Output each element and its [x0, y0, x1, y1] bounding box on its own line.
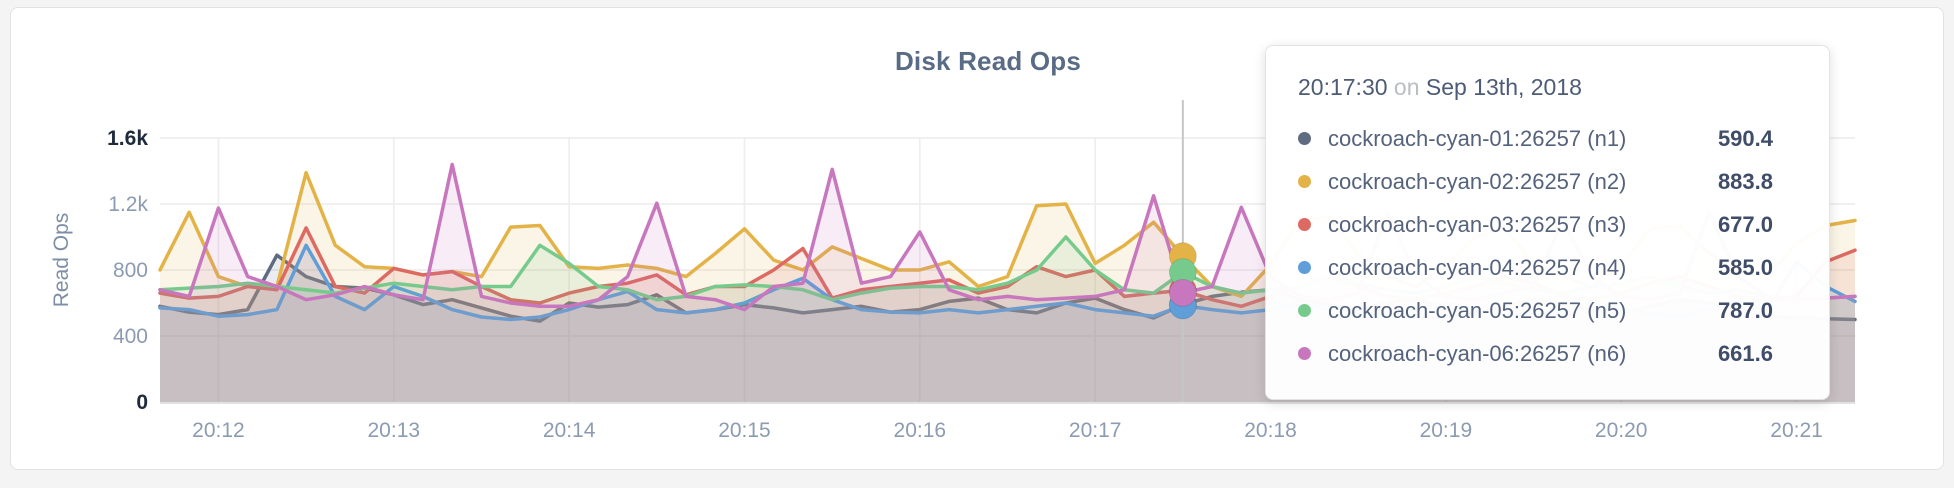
x-tick-label: 20:20 [1595, 419, 1648, 442]
chart-title: Disk Read Ops [894, 46, 1082, 76]
series-color-dot-icon [1298, 347, 1311, 360]
series-value: 590.4 [1717, 125, 1773, 151]
tooltip-date: Sep 13th, 2018 [1425, 74, 1582, 100]
series-value: 661.6 [1717, 340, 1773, 366]
x-tick-label: 20:19 [1420, 419, 1473, 442]
series-color-dot-icon [1298, 304, 1311, 317]
x-tick-label: 20:18 [1244, 419, 1297, 442]
series-name: cockroach-cyan-06:26257 (n6) [1328, 340, 1627, 366]
series-value: 883.8 [1717, 168, 1773, 194]
x-tick-label: 20:17 [1069, 419, 1122, 442]
y-tick-label: 400 [113, 325, 148, 348]
tooltip-row: cockroach-cyan-04:26257 (n4) 585.0 [1298, 246, 1797, 289]
series-color-dot-icon [1298, 218, 1311, 231]
series-color-dot-icon [1298, 261, 1311, 274]
series-value: 677.0 [1717, 211, 1773, 237]
series-name: cockroach-cyan-03:26257 (n3) [1328, 211, 1627, 237]
series-name: cockroach-cyan-02:26257 (n2) [1328, 168, 1627, 194]
tooltip-time: 20:17:30 [1298, 74, 1388, 100]
series-name: cockroach-cyan-04:26257 (n4) [1328, 254, 1627, 280]
tooltip-row: cockroach-cyan-02:26257 (n2) 883.8 [1298, 160, 1797, 203]
y-tick-label: 1.2k [108, 193, 148, 216]
hover-point-dot [1168, 278, 1197, 307]
series-name: cockroach-cyan-05:26257 (n5) [1328, 297, 1627, 323]
x-tick-label: 20:12 [192, 419, 245, 442]
series-value: 585.0 [1717, 254, 1773, 280]
x-tick-label: 20:13 [368, 419, 421, 442]
series-value: 787.0 [1717, 297, 1773, 323]
x-tick-label: 20:21 [1770, 419, 1823, 442]
tooltip-header: 20:17:30 on Sep 13th, 2018 [1298, 74, 1797, 101]
x-tick-label: 20:16 [894, 419, 947, 442]
tooltip-row: cockroach-cyan-06:26257 (n6) 661.6 [1298, 332, 1797, 375]
series-name: cockroach-cyan-01:26257 (n1) [1328, 125, 1627, 151]
y-tick-label: 0 [136, 391, 148, 414]
y-tick-label: 800 [113, 259, 148, 282]
series-color-dot-icon [1298, 132, 1311, 145]
x-tick-label: 20:14 [543, 419, 596, 442]
tooltip-rows: cockroach-cyan-01:26257 (n1) 590.4 cockroa… [1298, 117, 1797, 375]
series-color-dot-icon [1298, 175, 1311, 188]
tooltip-row: cockroach-cyan-03:26257 (n3) 677.0 [1298, 203, 1797, 246]
tooltip-separator: on [1393, 74, 1420, 100]
hover-tooltip: 20:17:30 on Sep 13th, 2018 cockroach-cya… [1265, 45, 1830, 400]
y-tick-label: 1.6k [107, 127, 148, 150]
x-tick-label: 20:15 [718, 419, 771, 442]
tooltip-row: cockroach-cyan-05:26257 (n5) 787.0 [1298, 289, 1797, 332]
tooltip-row: cockroach-cyan-01:26257 (n1) 590.4 [1298, 117, 1797, 160]
